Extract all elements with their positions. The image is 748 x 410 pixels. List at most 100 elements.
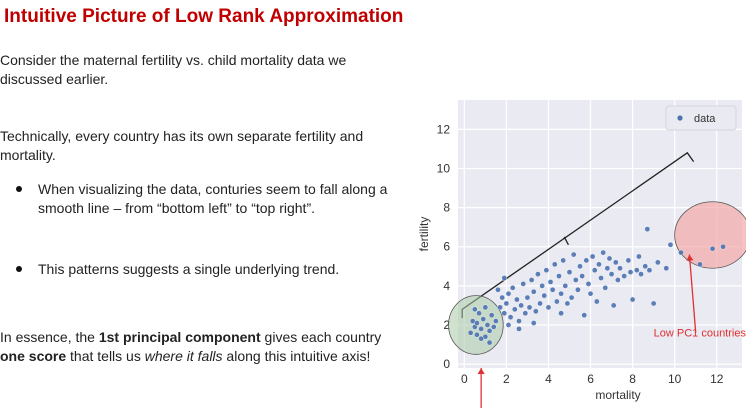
data-point (644, 226, 651, 232)
data-point (501, 310, 508, 317)
data-point (667, 241, 674, 248)
data-point (518, 302, 524, 309)
data-point (556, 273, 562, 279)
data-point (478, 335, 484, 342)
data-point (560, 257, 566, 264)
data-point (573, 277, 579, 283)
data-point (558, 290, 564, 297)
conclusion-paragraph: In essence, the 1st principal component … (0, 328, 405, 366)
arrow-shaft (688, 254, 697, 333)
data-point (537, 300, 543, 307)
y-tick-label: 6 (443, 240, 450, 254)
data-point (598, 275, 604, 281)
bullet-text: When visualizing the data, conturies see… (38, 181, 388, 216)
y-axis-label: fertility (417, 217, 431, 252)
data-point (562, 283, 569, 289)
y-tick-label: 0 (443, 357, 450, 371)
y-tick-label: 10 (437, 161, 451, 175)
annotation-arrows (477, 254, 697, 408)
data-point (547, 279, 554, 285)
conclusion-post: along this intuitive axis! (222, 348, 371, 364)
data-point (486, 328, 493, 334)
conclusion-italic: where it falls (144, 348, 223, 364)
data-point (602, 284, 609, 291)
data-point (507, 314, 514, 320)
conclusion-bold-score: one score (0, 348, 67, 364)
data-point (577, 263, 583, 270)
bullet-text: This patterns suggests a single underlyi… (38, 261, 340, 277)
data-point (549, 286, 556, 293)
data-point (621, 273, 627, 279)
data-point (585, 281, 592, 287)
legend-box (665, 105, 737, 131)
bullet-dot-icon (16, 186, 22, 192)
x-axis-label: mortality (595, 388, 640, 402)
data-point (516, 326, 522, 332)
data-point (486, 339, 493, 346)
data-point (697, 261, 703, 268)
data-point (709, 245, 716, 252)
x-tick-label: 0 (461, 372, 468, 386)
data-point (545, 304, 552, 311)
data-point (497, 304, 503, 311)
scatter-chart: 0 2 4 6 8 10 12 0 2 4 6 8 10 12 Low PC1 countries mo… (417, 100, 746, 408)
data-point (551, 261, 558, 268)
technical-paragraph: Technically, every country has its own s… (0, 128, 364, 163)
data-point (587, 290, 594, 297)
x-tick-label: 6 (587, 372, 594, 386)
data-point (490, 324, 497, 330)
data-point (535, 271, 541, 277)
data-point (579, 273, 585, 279)
data-point (663, 265, 670, 272)
data-point (650, 300, 657, 307)
data-point (539, 283, 545, 289)
data-point (524, 294, 531, 301)
data-point (554, 298, 560, 305)
x-tick-labels: 0 2 4 6 8 10 12 (461, 372, 724, 386)
data-point (636, 253, 642, 260)
x-tick-label: 12 (710, 372, 724, 386)
data-point (594, 298, 600, 305)
data-point (625, 257, 632, 264)
data-point (495, 286, 501, 293)
data-point (600, 249, 606, 256)
arrow-head (686, 254, 694, 261)
data-point (505, 322, 512, 328)
conclusion-mid2: that tells us (66, 348, 145, 364)
low-pc1-label: Low PC1 countries (654, 328, 746, 340)
data-point (526, 304, 533, 311)
data-point (589, 253, 596, 260)
data-point (606, 255, 613, 262)
y-tick-label: 4 (443, 279, 450, 293)
data-point (474, 331, 480, 338)
data-point (581, 312, 588, 318)
data-point (503, 300, 510, 307)
data-point (499, 294, 505, 301)
bullet-dot-icon (16, 266, 22, 272)
data-point (530, 288, 537, 295)
data-point (520, 281, 527, 287)
slide-title: Intuitive Picture of Low Rank Approximat… (4, 6, 404, 27)
x-tick-label: 8 (629, 372, 636, 386)
x-tick-label: 4 (545, 372, 552, 386)
data-point (512, 306, 518, 313)
data-point (583, 257, 590, 264)
data-point (514, 296, 520, 303)
data-point (678, 249, 684, 256)
data-point (541, 292, 548, 299)
conclusion-pre: In essence, the (0, 329, 99, 345)
x-tick-label: 2 (503, 372, 510, 386)
data-point (530, 320, 537, 326)
data-point (568, 294, 575, 301)
data-point (655, 259, 661, 266)
legend-label: data (694, 113, 716, 125)
legend-marker (677, 115, 683, 121)
conclusion-mid: gives each country (260, 329, 382, 345)
data-point (596, 261, 602, 268)
data-point (564, 300, 571, 307)
data-point (480, 316, 487, 322)
data-point (509, 284, 516, 291)
data-point (604, 265, 611, 272)
data-point (543, 267, 550, 273)
data-point (570, 251, 577, 258)
